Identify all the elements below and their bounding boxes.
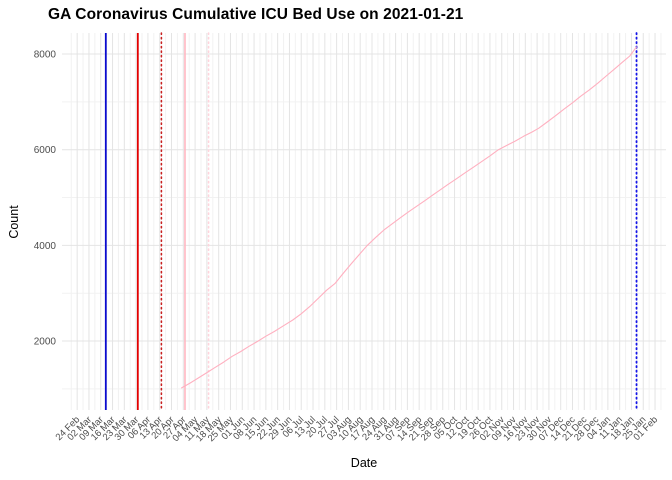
y-tick-label: 4000	[34, 241, 57, 252]
cumulative-icu-bed-use-line	[181, 46, 638, 389]
x-axis-title: Date	[350, 456, 378, 470]
y-tick-label: 6000	[34, 145, 57, 156]
chart-title: GA Coronavirus Cumulative ICU Bed Use on…	[48, 6, 464, 23]
y-tick-label: 8000	[34, 50, 57, 61]
y-tick-label: 2000	[34, 337, 57, 348]
